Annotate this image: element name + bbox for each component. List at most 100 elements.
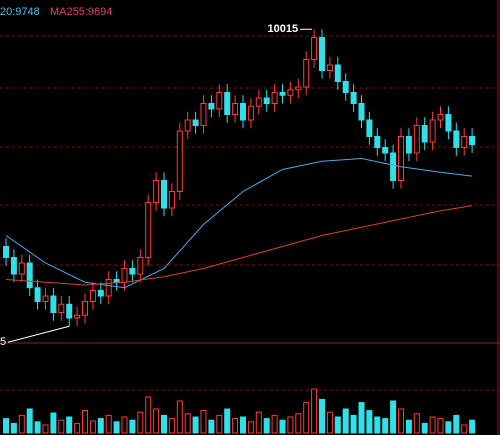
volume-bar (374, 416, 381, 434)
candle-body (121, 268, 128, 283)
candle-body (445, 114, 452, 132)
volume-bar (153, 408, 160, 434)
volume-bar (224, 408, 231, 434)
candle-body (382, 147, 389, 154)
candle-body (334, 64, 341, 82)
volume-bar (461, 424, 468, 434)
volume-bar (390, 400, 397, 434)
candle-body (366, 119, 373, 137)
candle-body (437, 114, 444, 121)
candle-body (358, 103, 365, 121)
volume-bar (429, 416, 436, 434)
volume-bar (240, 416, 246, 434)
volume-bar (271, 414, 278, 434)
ma-line (5, 157, 473, 289)
volume-bar (137, 411, 144, 434)
candle-body (429, 119, 436, 143)
volume-bar (366, 410, 373, 434)
candle-body (255, 97, 262, 107)
volume-bar (398, 408, 404, 434)
candle-body (129, 268, 136, 275)
volume-bar (445, 421, 452, 434)
volume-bar (279, 419, 286, 434)
volume-bar (287, 416, 294, 434)
candle-body (374, 136, 381, 148)
candle-body (34, 287, 41, 302)
volume-bar (263, 418, 270, 434)
candle-body (453, 130, 460, 148)
candle-body (137, 257, 144, 275)
volume-bar (255, 411, 262, 434)
volume-bar (216, 414, 223, 434)
volume-bar (405, 419, 412, 434)
volume-bar (342, 408, 349, 434)
volume-bar (192, 416, 199, 434)
candle-body (208, 103, 215, 110)
candle-body (390, 152, 397, 181)
volume-bar (413, 413, 420, 434)
candle-body (224, 92, 231, 115)
candle-body (461, 136, 468, 148)
volume-bar (129, 419, 136, 434)
candle-body (26, 262, 33, 289)
low-pointer (7, 325, 70, 343)
candle-body (319, 37, 325, 71)
candle-body (200, 103, 207, 126)
candle-body (398, 136, 404, 181)
candle-body (287, 89, 294, 96)
candle-body (74, 314, 81, 319)
volume-bar (469, 419, 476, 434)
candle-body (216, 92, 223, 110)
candle-body (42, 295, 49, 302)
volume-bar (232, 418, 239, 434)
candle-body (3, 246, 9, 258)
volume-bar (161, 414, 167, 434)
volume-bar (421, 422, 428, 434)
candle-body (18, 262, 25, 275)
volume-bar (437, 418, 444, 434)
candle-body (413, 125, 420, 154)
candle-body (421, 125, 428, 143)
candle-body (176, 130, 183, 192)
candle-body (303, 59, 310, 88)
candle-body (279, 92, 286, 96)
candle-body (263, 97, 270, 104)
volume-bar (58, 419, 65, 434)
candle-body (326, 64, 333, 71)
ma-label: MA255:9694 (50, 6, 112, 18)
candle-body (161, 180, 167, 209)
volume-bar (184, 413, 191, 434)
volume-bar (247, 421, 254, 434)
volume-bar (453, 414, 460, 434)
candle-body (271, 92, 278, 104)
volume-bar (200, 410, 207, 434)
volume-bar (82, 410, 88, 434)
candle-body (66, 303, 73, 319)
volume-bar (18, 414, 25, 434)
volume-bar (145, 396, 152, 434)
candle-body (469, 136, 476, 146)
candle-body (295, 86, 302, 91)
candle-body (192, 119, 199, 126)
peak-label: 10015 (268, 23, 299, 35)
volume-bar (208, 419, 215, 434)
volume-bar (74, 422, 81, 434)
candle-body (50, 295, 57, 313)
low-label: 5 (0, 336, 6, 348)
volume-bar (89, 420, 96, 434)
volume-bar (26, 408, 33, 434)
volume-bar (168, 418, 175, 434)
volume-bar (50, 412, 57, 434)
candle-body (82, 301, 88, 316)
volume-bar (295, 413, 302, 434)
volume-bar (311, 388, 318, 434)
volume-bar (303, 402, 310, 434)
candle-body (113, 279, 120, 283)
volume-bar (382, 418, 389, 434)
candle-body (350, 92, 357, 104)
volume-bar (10, 422, 17, 434)
candle-body (311, 37, 318, 60)
candle-body (153, 180, 160, 203)
candle-body (184, 119, 191, 132)
